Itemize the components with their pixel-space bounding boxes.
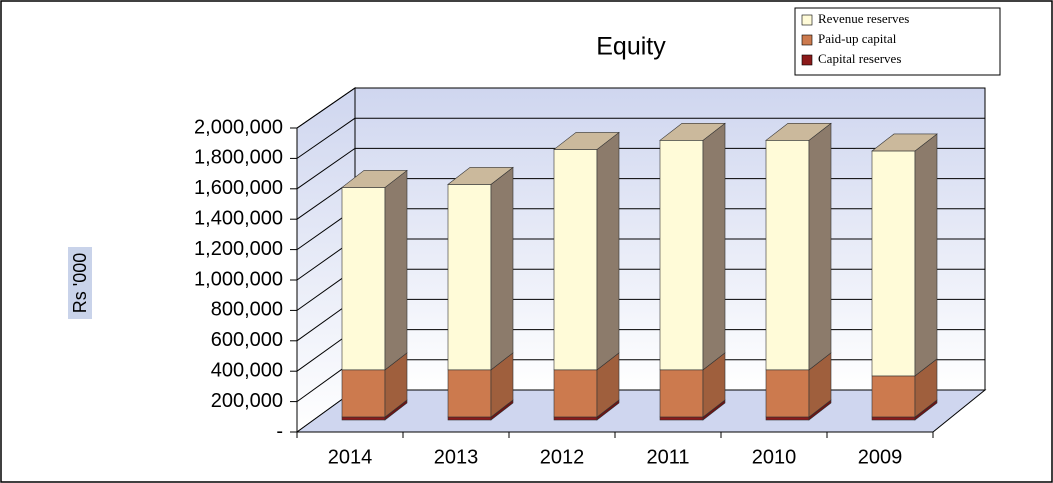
bar-front <box>447 369 492 418</box>
y-tick-label: 2,000,000 <box>194 116 283 138</box>
bar-front <box>341 369 386 418</box>
legend-label: Capital reserves <box>818 51 901 66</box>
bar-top <box>447 167 514 185</box>
x-tick-label: 2010 <box>752 446 797 468</box>
x-tick-label: 2012 <box>540 446 585 468</box>
bar-top <box>765 123 832 141</box>
bar-side <box>914 133 938 377</box>
bar-front <box>553 149 598 371</box>
x-tick-label: 2011 <box>646 446 689 468</box>
bar-side <box>808 122 832 371</box>
bar-side <box>490 166 514 371</box>
y-tick-label: 1,200,000 <box>194 238 283 260</box>
bar-front <box>341 187 386 371</box>
y-tick-label: 1,600,000 <box>194 177 283 199</box>
y-tick-label: 800,000 <box>211 299 283 321</box>
grid-line <box>296 87 356 129</box>
bar-front <box>871 150 916 377</box>
bar-front <box>871 375 916 418</box>
bar-front <box>659 140 704 371</box>
bar-front <box>553 369 598 418</box>
x-tick-label: 2013 <box>434 446 479 468</box>
chart-title: Equity <box>596 33 666 61</box>
y-tick-label: 600,000 <box>211 329 283 351</box>
bar-top <box>553 132 620 150</box>
bar-top <box>871 133 938 152</box>
bar-front <box>871 416 916 421</box>
y-label-bg <box>68 247 92 319</box>
bar-front <box>765 140 810 371</box>
legend-label: Revenue reserves <box>818 11 909 26</box>
y-tick-label: 1,800,000 <box>194 147 283 169</box>
grid-line <box>296 117 356 159</box>
bar-top <box>341 170 408 188</box>
legend-swatch <box>801 14 813 26</box>
y-tick-label: 200,000 <box>211 390 283 412</box>
y-tick-label: 1,400,000 <box>194 207 283 229</box>
bar-side <box>596 131 620 371</box>
bar-front <box>659 416 704 421</box>
bar-side <box>384 169 408 371</box>
y-tick-label: 400,000 <box>211 359 283 381</box>
bar-front <box>447 416 492 421</box>
x-tick-label: 2009 <box>858 446 903 468</box>
y-axis-label: Rs '000 <box>70 253 90 313</box>
legend-label: Paid-up capital <box>818 31 897 46</box>
y-axis-label-group: Rs '000 <box>68 247 92 319</box>
legend-swatch <box>801 54 813 66</box>
bar-top <box>659 123 726 141</box>
bar-front <box>659 369 704 418</box>
bar-side <box>702 122 726 371</box>
bar-front <box>341 416 386 421</box>
grid-line <box>296 147 356 190</box>
bar-front <box>765 369 810 418</box>
bar-front <box>447 184 492 371</box>
y-tick-label: 1,000,000 <box>194 268 283 290</box>
legend-swatch <box>801 34 813 46</box>
legend <box>794 7 1001 76</box>
bar-front <box>553 416 598 421</box>
x-tick-label: 2014 <box>328 446 373 468</box>
y-tick-label: - <box>276 420 283 442</box>
bar-front <box>765 416 810 421</box>
